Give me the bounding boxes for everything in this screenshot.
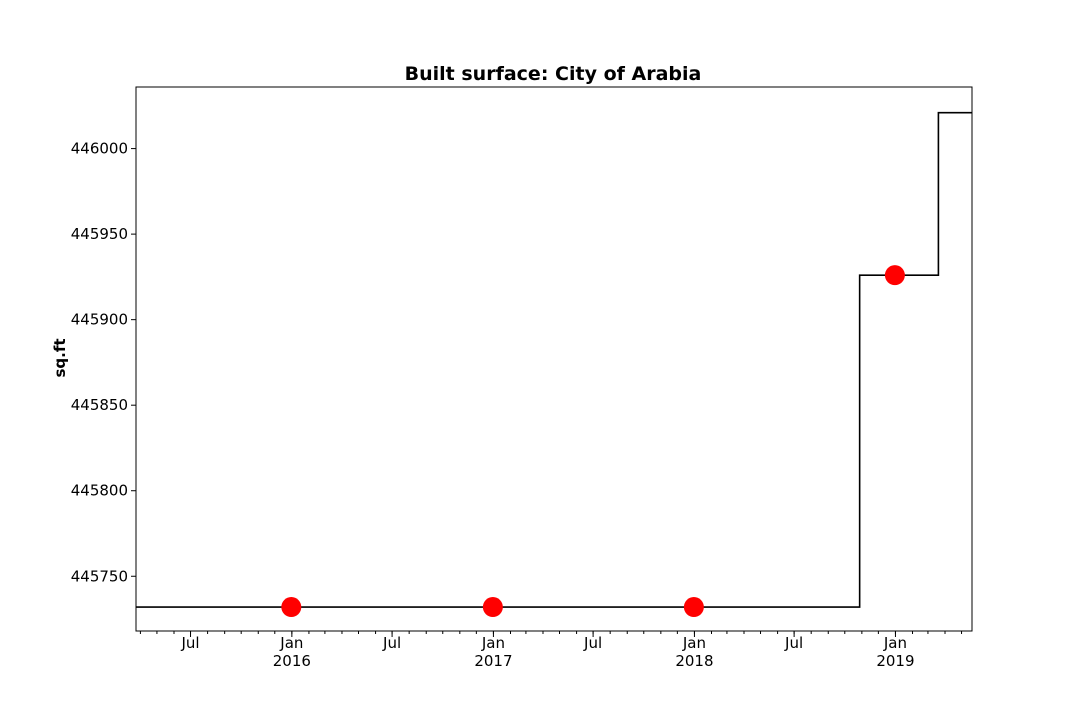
y-tick-label: 445950 [71,225,128,243]
y-tick-label: 445800 [71,482,128,500]
x-tick-label: Jan 2018 [675,634,713,670]
data-point [683,597,704,618]
x-tick-label: Jan 2016 [273,634,311,670]
y-tick-label: 445750 [71,567,128,585]
y-tick-label: 445850 [71,396,128,414]
y-axis-label: sq.ft [51,338,69,377]
x-tick-label: Jul [784,634,803,652]
data-point [281,597,302,618]
x-tick-label: Jan 2019 [876,634,914,670]
x-tick-label: Jul [180,634,199,652]
x-tick-label: Jul [583,634,602,652]
y-tick-label: 445900 [71,311,128,329]
data-point [884,265,905,286]
data-point [482,597,503,618]
chart-title: Built surface: City of Arabia [405,63,702,85]
x-tick-label: Jul [382,634,401,652]
plot-area [136,111,972,618]
plot-frame [135,86,973,632]
y-tick-label: 446000 [71,140,128,158]
x-tick-label: Jan 2017 [474,634,512,670]
series-line [136,111,972,608]
